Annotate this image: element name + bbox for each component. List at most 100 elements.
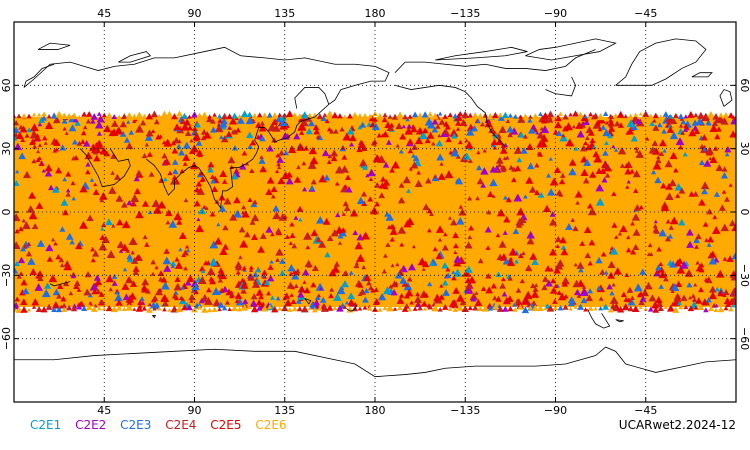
occultation-point: [585, 294, 594, 302]
occultation-point: [374, 181, 381, 188]
occultation-point: [691, 297, 697, 302]
occultation-point: [704, 238, 709, 242]
occultation-point: [19, 125, 28, 133]
occultation-point: [73, 279, 81, 287]
occultation-point: [588, 171, 597, 178]
occultation-point: [546, 173, 552, 178]
coastline: [545, 76, 576, 97]
occultation-point: [14, 228, 20, 234]
occultation-point: [154, 265, 159, 270]
occultation-point: [526, 162, 535, 170]
occultation-point: [390, 288, 398, 296]
occultation-point: [664, 159, 673, 168]
occultation-point: [168, 220, 178, 228]
occultation-point: [136, 111, 143, 118]
occultation-point: [289, 292, 294, 297]
bottom-lon-label: 180: [365, 404, 386, 417]
axis-labels: 45 45 90 90 135 135 180 180 −135 −135 −90 −90 −45 −45…: [0, 7, 750, 417]
occultation-point: [638, 305, 643, 309]
occultation-point: [45, 303, 53, 310]
occultation-point: [464, 140, 474, 149]
coastline: [118, 51, 152, 63]
occultation-point: [411, 244, 416, 249]
occultation-point: [662, 148, 667, 153]
occultation-point: [291, 305, 298, 312]
coastline: [230, 104, 330, 169]
occultation-point: [249, 299, 258, 308]
occultation-point: [655, 157, 662, 164]
occultation-point: [126, 199, 133, 206]
occultation-point: [401, 305, 409, 312]
occultation-point: [670, 282, 680, 291]
occultation-point: [652, 118, 657, 123]
occultation-point: [578, 267, 584, 273]
occultation-point: [619, 224, 628, 233]
occultation-point: [601, 176, 608, 183]
occultation-point: [529, 252, 538, 260]
occultation-point: [195, 149, 204, 156]
occultation-point: [128, 236, 138, 245]
occultation-point: [111, 273, 118, 279]
occultation-point: [281, 304, 289, 312]
occultation-point: [217, 118, 223, 123]
occultation-point: [18, 226, 24, 232]
occultation-point: [480, 167, 489, 175]
occultation-point: [267, 264, 274, 270]
occultation-point: [555, 189, 563, 196]
occultation-point: [630, 135, 638, 142]
occultation-point: [498, 125, 507, 133]
occultation-point: [652, 124, 660, 131]
occultation-point: [565, 223, 573, 230]
occultation-point: [447, 112, 453, 118]
occultation-point: [15, 306, 23, 313]
occultation-point: [698, 262, 705, 268]
legend-c2e4: C2E4: [165, 418, 197, 432]
occultation-point: [495, 232, 501, 238]
occultation-point: [340, 227, 347, 233]
occultation-point: [276, 156, 284, 163]
occultation-point: [209, 118, 216, 124]
occultation-point: [57, 283, 64, 289]
occultation-point: [423, 306, 428, 311]
occultation-point: [447, 216, 452, 220]
occultation-point: [658, 228, 667, 237]
occultation-point: [251, 213, 260, 222]
occultation-point: [398, 182, 405, 188]
occultation-point: [303, 286, 311, 294]
occultation-point: [715, 115, 725, 124]
occultation-point: [519, 213, 528, 221]
occultation-point: [414, 179, 423, 188]
occultation-point: [464, 277, 472, 284]
occultation-point: [682, 127, 689, 132]
occultation-point: [648, 251, 654, 257]
occultation-point: [708, 250, 717, 258]
occultation-point: [534, 283, 539, 287]
occultation-point: [272, 204, 280, 212]
occultation-point: [396, 296, 405, 304]
occultation-point: [595, 183, 605, 192]
occultation-point: [711, 120, 719, 126]
occultation-point: [404, 288, 414, 297]
occultation-point: [226, 113, 233, 120]
occultation-point: [22, 170, 31, 179]
occultation-point: [40, 306, 48, 313]
occultation-point: [546, 304, 555, 312]
occultation-point: [31, 298, 40, 306]
occultation-point: [35, 305, 43, 313]
occultation-point: [318, 286, 323, 291]
occultation-point: [497, 112, 503, 118]
occultation-point: [51, 301, 61, 309]
occultation-point: [14, 306, 17, 312]
occultation-point: [26, 113, 32, 119]
occultation-point: [270, 194, 276, 199]
occultation-point: [341, 212, 346, 216]
occultation-point: [464, 265, 473, 273]
occultation-point: [437, 111, 443, 116]
occultation-point: [386, 304, 394, 312]
occultation-point: [378, 192, 386, 199]
occultation-point: [502, 296, 512, 305]
occultation-point: [453, 259, 462, 267]
occultation-point: [341, 280, 350, 288]
occultation-point: [162, 256, 172, 265]
occultation-point: [163, 158, 171, 165]
